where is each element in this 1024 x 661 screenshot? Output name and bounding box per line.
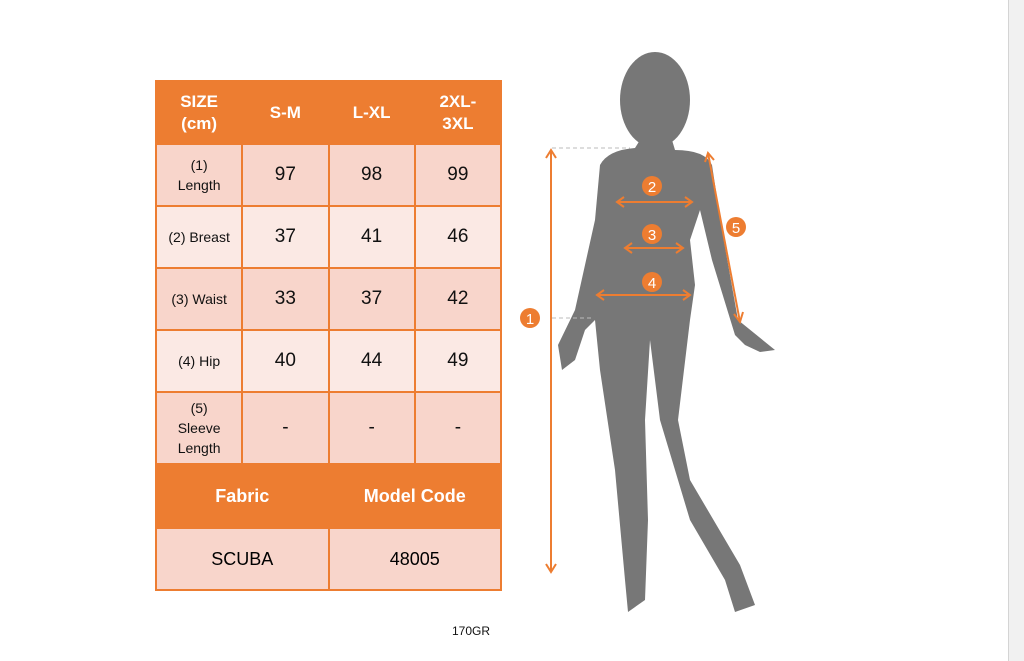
guide-lines <box>552 147 630 319</box>
marker-1: 1 <box>520 308 540 328</box>
table-row: (2) Breast 37 41 46 <box>154 205 503 269</box>
cell: 42 <box>413 267 503 331</box>
svg-text:5: 5 <box>732 220 740 237</box>
cell: 97 <box>241 143 330 207</box>
cell: 49 <box>413 329 503 393</box>
measurement-arrows <box>545 148 744 574</box>
fabric-value: SCUBA <box>155 527 330 591</box>
svg-text:4: 4 <box>648 275 656 292</box>
row-label: (3) Waist <box>154 267 244 331</box>
cell: 40 <box>241 329 330 393</box>
table-row: (5) Sleeve Length - - - <box>154 391 503 465</box>
row-label: (4) Hip <box>154 329 244 393</box>
cell: 37 <box>327 267 416 331</box>
cell: 41 <box>327 205 416 269</box>
cell: 44 <box>327 329 416 393</box>
marker-2: 2 <box>642 176 662 196</box>
cell: 37 <box>241 205 330 269</box>
fabric-weight-caption: 170GR <box>452 624 491 638</box>
cell: 98 <box>327 143 416 207</box>
header-l-xl: L-XL <box>327 80 416 145</box>
table-row: (1) Length 97 98 99 <box>154 143 503 207</box>
svg-text:2: 2 <box>648 179 656 196</box>
page-edge <box>1008 0 1024 661</box>
header-size: SIZE (cm) <box>154 80 244 145</box>
header-fabric: Fabric <box>155 463 330 529</box>
row-label: (2) Breast <box>154 205 244 269</box>
header-2xl-3xl: 2XL- 3XL <box>413 80 503 145</box>
size-chart-table: SIZE (cm) S-M L-XL 2XL- 3XL (1) Length 9… <box>154 80 503 591</box>
marker-3: 3 <box>642 224 662 244</box>
cell: - <box>413 391 503 465</box>
model-code-value: 48005 <box>327 527 502 591</box>
header-model-code: Model Code <box>327 463 502 529</box>
cell: 46 <box>413 205 503 269</box>
cell: 99 <box>413 143 503 207</box>
marker-4: 4 <box>642 272 662 292</box>
header-s-m: S-M <box>241 80 330 145</box>
marker-5: 5 <box>726 217 746 237</box>
svg-text:3: 3 <box>648 227 656 244</box>
svg-text:1: 1 <box>526 311 534 328</box>
table-row: (4) Hip 40 44 49 <box>154 329 503 393</box>
cell: 33 <box>241 267 330 331</box>
cell: - <box>241 391 330 465</box>
row-label: (5) Sleeve Length <box>154 391 244 465</box>
table-row: (3) Waist 33 37 42 <box>154 267 503 331</box>
cell: - <box>327 391 416 465</box>
row-label: (1) Length <box>154 143 244 207</box>
woman-silhouette <box>558 52 775 612</box>
